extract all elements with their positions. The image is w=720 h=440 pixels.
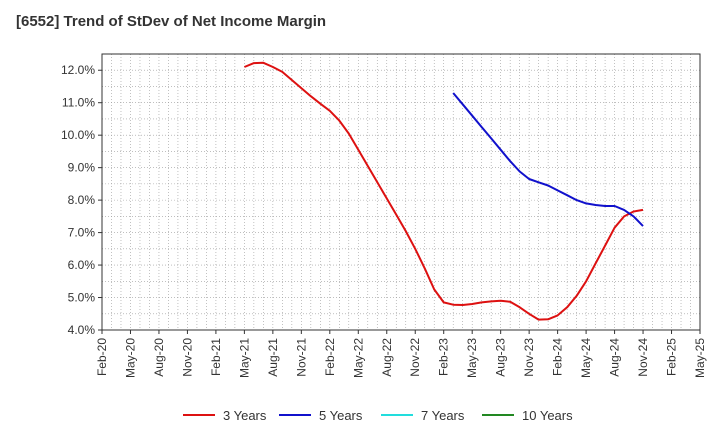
legend-item-10-years: 10 Years (482, 408, 573, 423)
plot-frame (101, 53, 701, 331)
x-tick-label: Nov-23 (522, 338, 536, 377)
x-tick-label: Nov-21 (294, 338, 308, 377)
y-tick-label: 10.0% (61, 128, 95, 142)
legend-label: 10 Years (522, 408, 573, 423)
legend: 3 Years 5 Years 7 Years 10 Years (183, 408, 573, 423)
y-tick-label: 9.0% (68, 161, 96, 175)
x-tick-label: Feb-23 (437, 338, 451, 376)
x-tick-label: May-21 (237, 338, 251, 378)
x-tick-label: Aug-21 (266, 338, 280, 377)
x-tick-label: May-25 (693, 338, 707, 378)
x-axis-tick-labels: Feb-20 May-20 Aug-20 Nov-20 Feb-21 May-21 Aug-… (95, 330, 707, 378)
x-tick-label: May-20 (123, 338, 137, 378)
x-tick-label: Aug-23 (494, 338, 508, 377)
x-tick-label: Aug-20 (152, 338, 166, 377)
legend-item-3-years: 3 Years (183, 408, 267, 423)
x-tick-label: Aug-22 (380, 338, 394, 377)
x-tick-label: Nov-20 (180, 338, 194, 377)
x-tick-label: May-23 (465, 338, 479, 378)
y-tick-label: 4.0% (68, 323, 96, 337)
x-tick-label: Feb-21 (209, 338, 223, 376)
y-tick-label: 5.0% (68, 291, 96, 305)
y-tick-label: 11.0% (62, 96, 95, 110)
y-axis-tick-labels: 4.0% 5.0% 6.0% 7.0% 8.0% 9.0% 10.0% 11.0% 12.0% (61, 63, 102, 337)
x-tick-label: May-22 (351, 338, 365, 378)
x-tick-label: Aug-24 (608, 338, 622, 377)
y-tick-label: 8.0% (68, 193, 96, 207)
legend-label: 3 Years (223, 408, 267, 423)
x-tick-label: Feb-22 (323, 338, 337, 376)
x-tick-label: Feb-24 (551, 338, 565, 376)
chart-title: [6552] Trend of StDev of Net Income Marg… (16, 13, 327, 30)
legend-item-5-years: 5 Years (279, 408, 363, 423)
y-tick-label: 6.0% (68, 258, 96, 272)
x-tick-label: Feb-25 (665, 338, 679, 376)
legend-item-7-years: 7 Years (381, 408, 465, 423)
series-line-5-years (452, 92, 644, 227)
x-tick-label: Nov-24 (636, 338, 650, 377)
y-tick-label: 7.0% (68, 226, 96, 240)
grid-lines (101, 53, 701, 331)
y-tick-label: 12.0% (61, 63, 95, 77)
series-lines (244, 61, 644, 321)
x-tick-label: Nov-22 (408, 338, 422, 377)
x-tick-label: May-24 (579, 338, 593, 378)
legend-label: 7 Years (421, 408, 465, 423)
x-tick-label: Feb-20 (95, 338, 109, 376)
legend-label: 5 Years (319, 408, 363, 423)
series-line-3-years (244, 61, 644, 321)
